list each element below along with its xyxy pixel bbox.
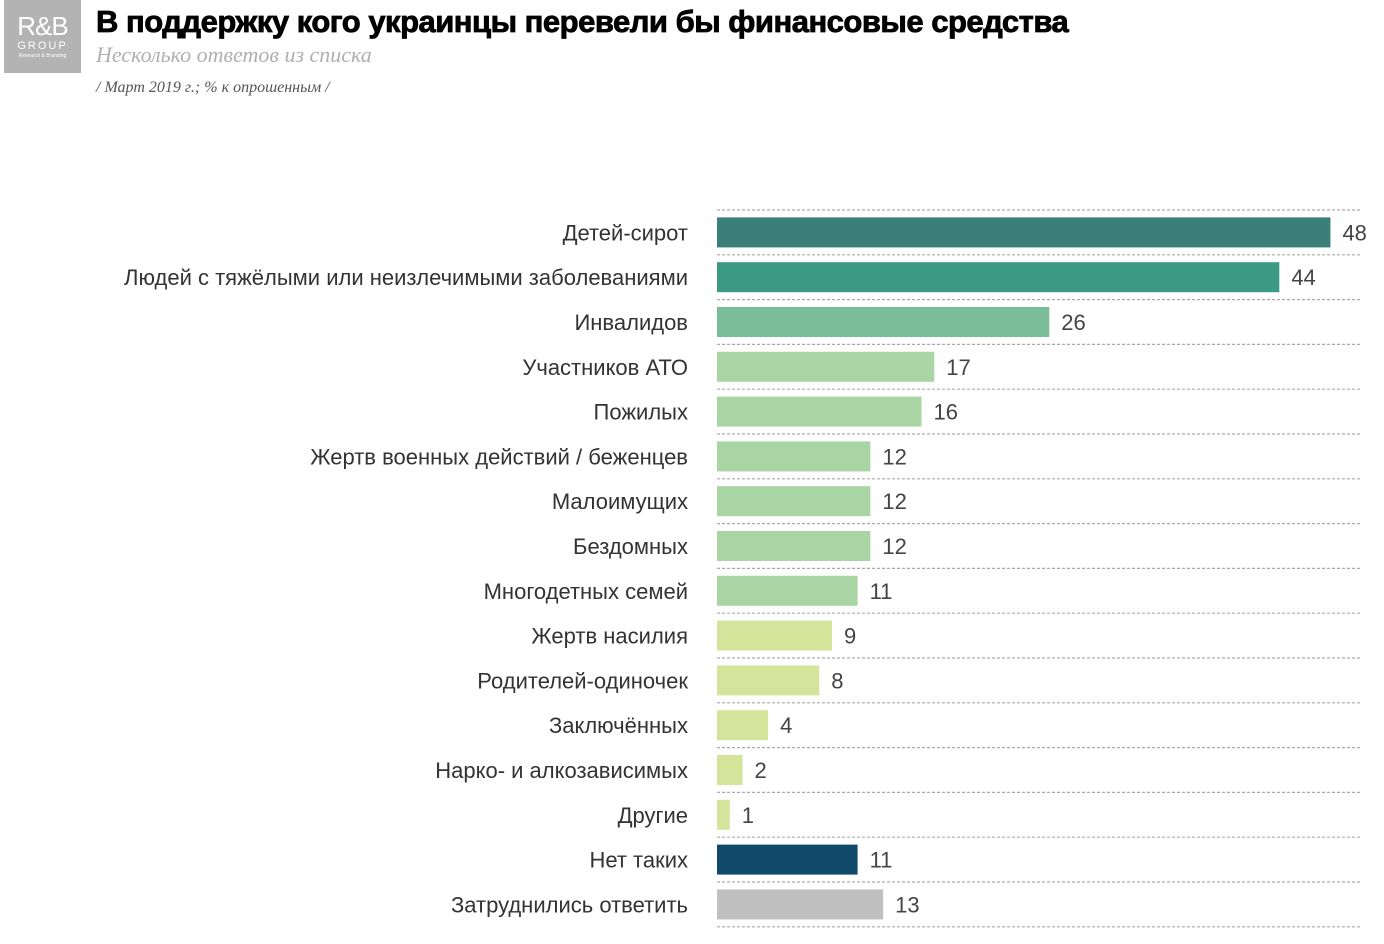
value-label: 16 xyxy=(933,400,957,425)
logo: R&B GROUP Research & Branding xyxy=(4,0,81,73)
value-label: 12 xyxy=(882,489,906,514)
chart-subtitle: Несколько ответов из списка xyxy=(96,42,372,67)
category-label: Заключённых xyxy=(549,713,688,738)
bar xyxy=(717,575,858,606)
bar xyxy=(717,620,833,651)
bar xyxy=(717,665,820,696)
category-label: Людей с тяжёлыми или неизлечимыми заболе… xyxy=(124,265,688,290)
category-label: Детей-сирот xyxy=(563,220,688,245)
value-label: 48 xyxy=(1342,220,1366,245)
value-label: 44 xyxy=(1291,265,1315,290)
category-label: Малоимущих xyxy=(552,489,688,514)
bar xyxy=(717,441,871,472)
logo-line1: R&B xyxy=(17,11,68,41)
category-label: Пожилых xyxy=(594,400,688,425)
value-label: 11 xyxy=(870,579,893,604)
bar xyxy=(717,755,743,785)
logo-line3: Research & Branding xyxy=(18,53,67,59)
bar xyxy=(717,844,858,875)
category-label: Инвалидов xyxy=(574,310,688,335)
bar xyxy=(717,486,871,517)
bar xyxy=(717,262,1280,293)
bar xyxy=(717,307,1050,337)
bar xyxy=(717,351,935,382)
category-label: Жертв военных действий / беженцев xyxy=(310,444,688,469)
bar xyxy=(717,217,1331,248)
value-label: 8 xyxy=(831,668,843,693)
bar xyxy=(717,396,922,427)
category-label: Многодетных семей xyxy=(484,579,688,604)
category-label: Нет таких xyxy=(589,848,688,873)
value-label: 9 xyxy=(844,624,856,649)
value-label: 13 xyxy=(895,892,919,917)
value-label: 2 xyxy=(755,758,767,783)
value-label: 4 xyxy=(780,713,792,738)
value-label: 17 xyxy=(946,355,970,380)
category-label: Жертв насилия xyxy=(531,624,688,649)
value-label: 11 xyxy=(870,848,893,873)
bar xyxy=(717,889,884,920)
chart-note: / Март 2019 г.; % к опрошенным / xyxy=(96,79,330,96)
bar xyxy=(717,710,769,741)
chart-title: В поддержку кого украинцы перевели бы фи… xyxy=(96,4,1070,40)
category-label: Участников АТО xyxy=(522,355,688,380)
category-label: Бездомных xyxy=(573,534,688,559)
value-label: 12 xyxy=(882,534,906,559)
value-label: 1 xyxy=(742,803,754,828)
category-label: Затруднились ответить xyxy=(451,892,688,917)
bar xyxy=(717,531,871,561)
category-label: Другие xyxy=(618,803,688,828)
value-label: 12 xyxy=(882,444,906,469)
category-label: Родителей-одиночек xyxy=(477,668,688,693)
value-label: 26 xyxy=(1061,310,1085,335)
bar xyxy=(717,799,730,830)
category-label: Нарко- и алкозависимых xyxy=(435,758,688,783)
logo-line2: GROUP xyxy=(17,40,68,52)
